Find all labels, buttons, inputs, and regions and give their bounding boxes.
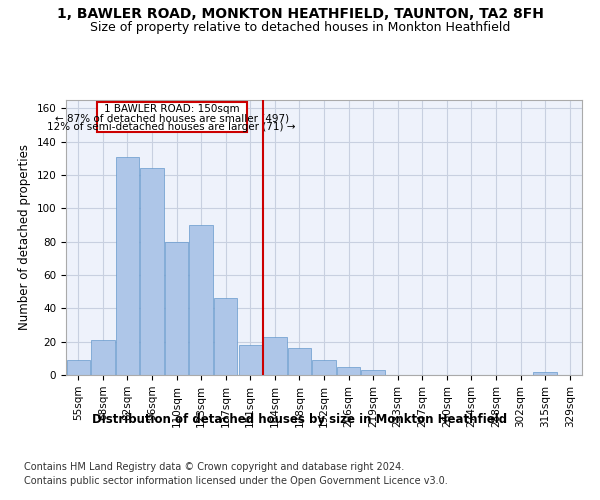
Text: Distribution of detached houses by size in Monkton Heathfield: Distribution of detached houses by size …: [92, 412, 508, 426]
Bar: [190, 225, 213, 375]
Y-axis label: Number of detached properties: Number of detached properties: [18, 144, 31, 330]
Bar: [361, 370, 385, 375]
Bar: [313, 360, 335, 375]
Text: Contains HM Land Registry data © Crown copyright and database right 2024.: Contains HM Land Registry data © Crown c…: [24, 462, 404, 472]
Bar: [67, 360, 90, 375]
Bar: [337, 366, 360, 375]
Bar: [116, 156, 139, 375]
Text: 1, BAWLER ROAD, MONKTON HEATHFIELD, TAUNTON, TA2 8FH: 1, BAWLER ROAD, MONKTON HEATHFIELD, TAUN…: [56, 8, 544, 22]
Bar: [533, 372, 557, 375]
Bar: [263, 336, 287, 375]
Bar: [239, 345, 262, 375]
Bar: [91, 340, 115, 375]
Text: Contains public sector information licensed under the Open Government Licence v3: Contains public sector information licen…: [24, 476, 448, 486]
Bar: [140, 168, 164, 375]
FancyBboxPatch shape: [97, 102, 247, 132]
Bar: [165, 242, 188, 375]
Text: ← 87% of detached houses are smaller (497): ← 87% of detached houses are smaller (49…: [55, 114, 289, 124]
Text: 1 BAWLER ROAD: 150sqm: 1 BAWLER ROAD: 150sqm: [104, 104, 239, 114]
Text: Size of property relative to detached houses in Monkton Heathfield: Size of property relative to detached ho…: [90, 21, 510, 34]
Bar: [214, 298, 238, 375]
Text: 12% of semi-detached houses are larger (71) →: 12% of semi-detached houses are larger (…: [47, 122, 296, 132]
Bar: [288, 348, 311, 375]
